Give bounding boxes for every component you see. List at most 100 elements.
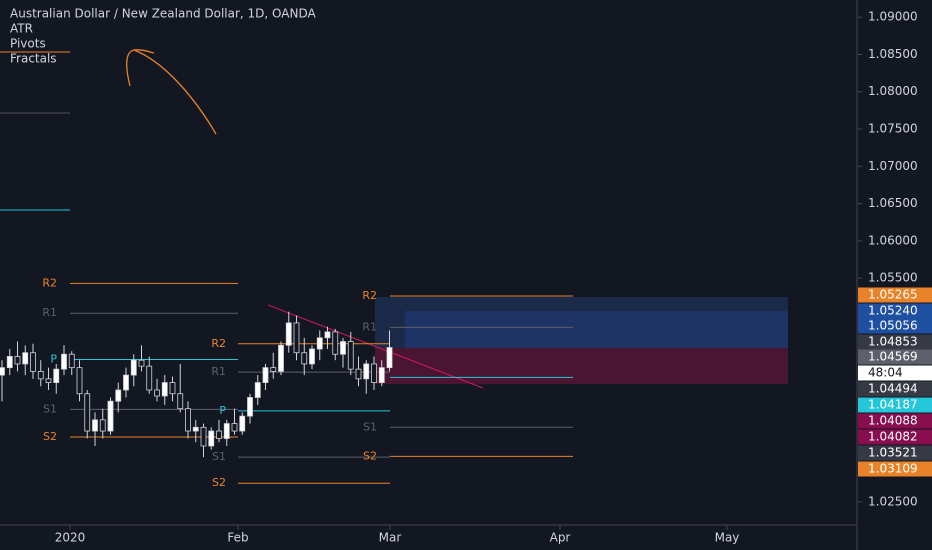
price-tag-label: 48:04	[868, 366, 903, 380]
pivot-label: R2	[211, 337, 226, 350]
candle-body	[247, 397, 253, 417]
candle-body	[301, 352, 308, 365]
candle-body	[99, 419, 106, 432]
candle-body	[22, 352, 29, 365]
y-tick-label: 1.07000	[868, 159, 918, 173]
candle-body	[68, 353, 75, 369]
candle-body	[146, 365, 153, 391]
candle-body	[185, 408, 191, 432]
candle-body	[169, 382, 176, 395]
price-tag-label: 1.05265	[868, 288, 918, 302]
price-tag-label: 1.04853	[868, 335, 918, 349]
candle-body	[14, 356, 21, 365]
candle-body	[53, 368, 60, 383]
candle-body	[223, 423, 230, 439]
candle-body	[262, 367, 269, 383]
price-tag	[858, 461, 932, 477]
x-tick-label: Mar	[379, 531, 402, 545]
candle-body	[278, 344, 284, 372]
candle-body	[378, 367, 385, 383]
candle-body	[332, 331, 339, 355]
pivot-label: S1	[43, 402, 57, 415]
pivot-label: R2	[362, 289, 377, 302]
candle-body	[76, 367, 83, 395]
price-tag	[858, 334, 932, 350]
candle-body	[161, 382, 168, 397]
pivot-label: R1	[42, 306, 57, 319]
candle-body	[355, 368, 362, 380]
candle-body	[254, 382, 261, 398]
candle-body	[192, 426, 199, 432]
indicator: Fractals	[10, 52, 57, 66]
pivot-label: P	[219, 404, 226, 417]
candle-body	[177, 393, 184, 410]
price-tag-label: 1.03109	[868, 462, 918, 476]
price-tag	[858, 365, 932, 381]
price-tag	[858, 287, 932, 303]
x-tick-label: May	[715, 531, 740, 545]
stop-zone	[375, 348, 788, 384]
drawing-arrow	[126, 49, 217, 135]
price-tag	[858, 429, 932, 445]
price-tag	[858, 445, 932, 461]
candle-body	[107, 400, 114, 432]
candle-body	[216, 430, 222, 439]
candle-body	[30, 352, 36, 372]
price-tag-label: 1.05056	[868, 319, 918, 333]
candle-body	[386, 347, 393, 369]
price-tag	[858, 318, 932, 334]
indicator: Pivots	[10, 37, 46, 51]
pivot-label: S2	[212, 476, 226, 489]
y-tick-label: 1.05500	[868, 271, 918, 285]
y-tick-label: 1.09000	[868, 10, 918, 24]
candle-body	[37, 370, 44, 380]
candle-body	[115, 389, 122, 402]
candle-body	[200, 426, 207, 447]
candle-body	[324, 331, 331, 339]
candle-body	[154, 389, 160, 397]
y-tick-label: 1.08000	[868, 84, 918, 98]
candle-body	[309, 348, 315, 365]
price-tag-label: 1.04569	[868, 350, 918, 364]
candle-body	[6, 356, 13, 369]
pivot-label: S1	[212, 450, 226, 463]
candle-body	[61, 353, 67, 370]
candle-body	[239, 415, 246, 432]
pivot-label: R1	[211, 365, 226, 378]
x-tick-label: Feb	[227, 531, 248, 545]
price-tag	[858, 349, 932, 365]
y-tick-label: 1.06000	[868, 233, 918, 247]
trend-line	[267, 304, 484, 389]
y-tick-label: 1.06500	[868, 196, 918, 210]
candle-body	[316, 337, 323, 350]
target-zone-inner	[405, 311, 788, 348]
price-tag	[858, 413, 932, 429]
price-tag	[858, 397, 932, 413]
price-tag-label: 1.03521	[868, 446, 918, 460]
y-tick-label: 1.08500	[868, 47, 918, 61]
candle-body	[347, 341, 354, 370]
pivot-label: R2	[42, 276, 57, 289]
price-tag-label: 1.05240	[868, 304, 918, 318]
y-tick-label: 1.07500	[868, 122, 918, 136]
candle-body	[84, 393, 91, 432]
x-tick-label: 2020	[55, 531, 86, 545]
pivot-label: S2	[43, 430, 57, 443]
candle-body	[45, 378, 52, 383]
candle-body	[208, 430, 215, 447]
candle-body	[371, 363, 377, 383]
price-tag-label: 1.04082	[868, 430, 918, 444]
price-tag-label: 1.04187	[868, 398, 918, 412]
candle-body	[138, 359, 145, 367]
pivot-label: S1	[363, 420, 377, 433]
x-tick-label: Apr	[550, 531, 571, 545]
price-tag-label: 1.04494	[868, 382, 918, 396]
candle-body	[130, 359, 137, 376]
indicator: ATR	[10, 22, 33, 36]
candle-body	[231, 423, 238, 432]
price-tag	[858, 381, 932, 397]
candle-body	[293, 322, 300, 354]
candle-body	[270, 367, 277, 372]
price-tag	[858, 303, 932, 319]
